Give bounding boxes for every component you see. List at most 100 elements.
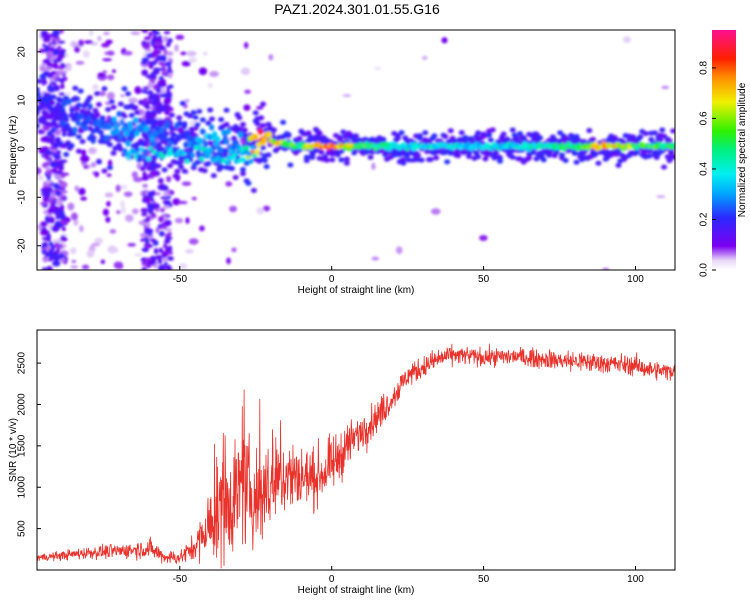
heatmap-cell: [47, 213, 53, 217]
heatmap-cell: [668, 150, 675, 156]
heatmap-cell: [323, 157, 330, 163]
heatmap-cell: [52, 182, 60, 189]
heatmap-cell: [91, 242, 101, 247]
colorbar-tick-label: 0.6: [699, 111, 710, 125]
heatmap-cell: [165, 41, 171, 48]
heatmap-cell: [179, 100, 186, 106]
heatmap-cell: [146, 100, 153, 105]
heatmap-cell: [167, 231, 172, 237]
heatmap-cell: [147, 244, 153, 248]
heatmap-cell: [134, 86, 142, 95]
heatmap-cell: [69, 106, 75, 114]
heatmap-cell: [61, 226, 66, 232]
heatmap-cell: [140, 119, 146, 127]
heatmap-cell: [120, 200, 125, 208]
heatmap-cell: [465, 141, 472, 147]
heatmap-cell: [144, 189, 149, 196]
heatmap-cell: [466, 153, 473, 159]
heatmap-cell: [75, 148, 82, 154]
x-tick-label: 50: [478, 274, 490, 285]
heatmap-cell: [83, 124, 89, 132]
heatmap-cell: [140, 207, 149, 213]
heatmap-cell: [221, 157, 227, 163]
heatmap-cell: [427, 156, 434, 162]
heatmap-cell: [132, 105, 139, 111]
heatmap-cell: [79, 225, 84, 233]
heatmap-cell: [40, 136, 48, 143]
heatmap-cell: [513, 135, 520, 141]
heatmap-cell: [147, 90, 154, 95]
heatmap-cell: [167, 163, 174, 169]
heatmap-cell: [60, 79, 65, 84]
heatmap-cell: [340, 129, 347, 135]
heatmap-cell: [90, 137, 96, 144]
heatmap-cell: [133, 117, 139, 124]
heatmap-cell: [199, 117, 206, 123]
heatmap-cell: [239, 122, 246, 128]
heatmap-cell: [240, 67, 251, 76]
heatmap-cell: [482, 156, 489, 162]
heatmap-cell: [371, 162, 376, 171]
heatmap-cell: [151, 30, 157, 33]
heatmap-cell: [343, 160, 350, 166]
spectrogram-y-label: Frequency (Hz): [8, 116, 19, 185]
heatmap-cell: [50, 201, 55, 209]
heatmap-cell: [41, 63, 46, 69]
heatmap-cell: [642, 131, 649, 137]
heatmap-cell: [653, 155, 660, 161]
heatmap-cell: [143, 134, 150, 140]
heatmap-cell: [100, 259, 106, 264]
heatmap-cell: [198, 138, 204, 145]
heatmap-cell: [184, 98, 190, 103]
heatmap-cell: [225, 128, 231, 135]
heatmap-cell: [105, 216, 111, 223]
heatmap-cell: [146, 156, 152, 162]
heatmap-cell: [142, 148, 148, 154]
heatmap-cell: [181, 181, 192, 186]
heatmap-cell: [148, 118, 155, 124]
heatmap-cell: [263, 164, 270, 170]
heatmap-cell: [287, 162, 294, 168]
heatmap-cell: [562, 157, 569, 163]
heatmap-cell: [46, 54, 52, 59]
heatmap-cell: [209, 70, 219, 78]
heatmap-cell: [121, 113, 128, 119]
heatmap-cell: [42, 255, 49, 263]
heatmap-cell: [109, 229, 117, 234]
heatmap-cell: [101, 168, 108, 174]
heatmap-cell: [147, 81, 154, 89]
heatmap-cell: [571, 150, 578, 156]
heatmap-cell: [526, 155, 533, 161]
heatmap-cell: [104, 134, 110, 142]
heatmap-cell: [75, 60, 85, 65]
heatmap-cell: [245, 180, 252, 186]
heatmap-cell: [87, 147, 97, 155]
heatmap-cell: [656, 194, 666, 199]
heatmap-cell: [222, 147, 228, 153]
heatmap-cell: [367, 154, 374, 160]
heatmap-cell: [124, 130, 130, 137]
heatmap-cell: [262, 205, 271, 212]
heatmap-cell: [670, 128, 675, 134]
heatmap-cell: [250, 187, 257, 193]
spectrogram-panel: -50 0 50 100 -20 -10 0 10 20 Height of straight…: [8, 29, 676, 296]
heatmap-cell: [206, 151, 212, 157]
heatmap-cell: [68, 143, 75, 149]
heatmap-cell: [150, 197, 155, 202]
heatmap-cell: [487, 137, 494, 143]
heatmap-cell: [486, 132, 493, 138]
heatmap-cell: [77, 39, 85, 47]
heatmap-cell: [156, 147, 163, 153]
spectrogram-x-label: Height of straight line (km): [298, 285, 415, 296]
heatmap-cell: [111, 69, 116, 73]
heatmap-cell: [394, 135, 401, 141]
heatmap-cell: [256, 207, 265, 215]
heatmap-cell: [160, 254, 167, 259]
heatmap-cell: [41, 79, 48, 85]
x-tick-label: 100: [627, 574, 644, 585]
heatmap-cell: [143, 161, 148, 168]
heatmap-cell: [309, 155, 316, 161]
heatmap-cell: [178, 263, 188, 270]
heatmap-cell: [127, 242, 137, 247]
heatmap-cell: [120, 206, 126, 214]
